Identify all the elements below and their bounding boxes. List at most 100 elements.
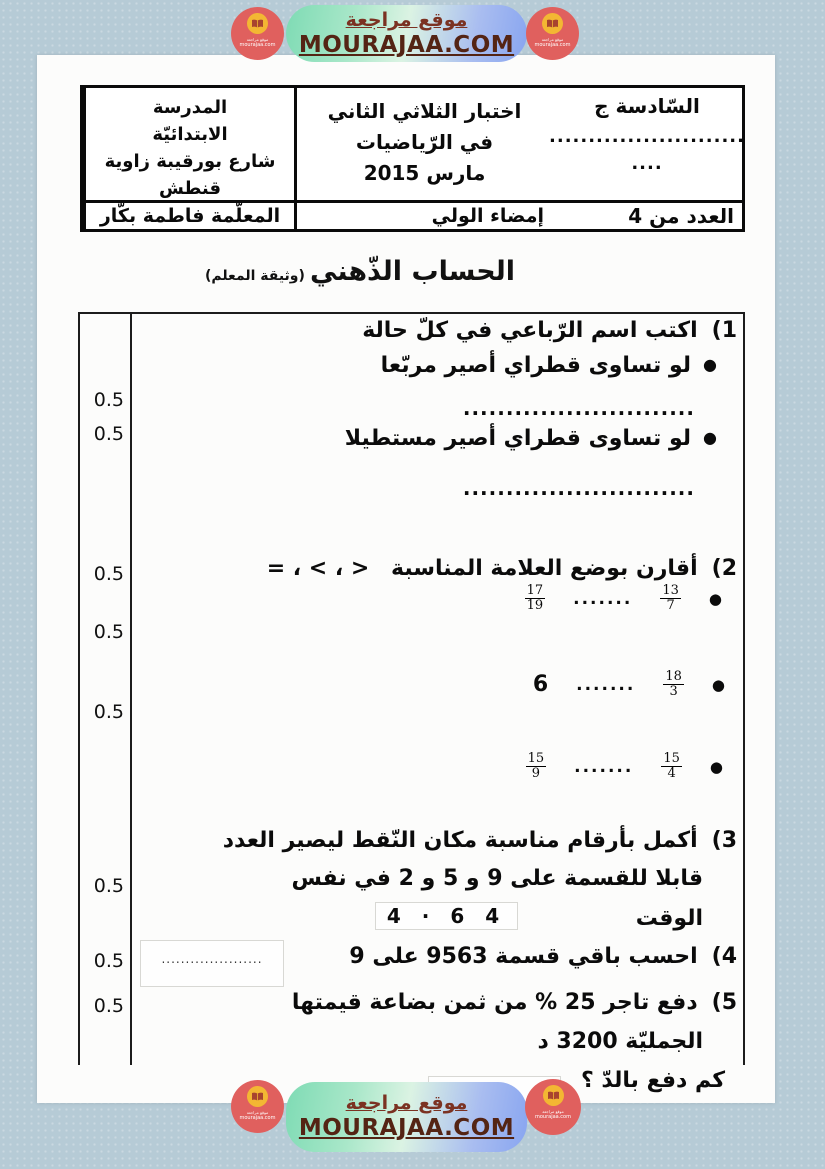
score-badge: 0.5 (93, 423, 124, 445)
site-domain-link[interactable]: MOURAJAA.COM (298, 1115, 515, 1142)
exam-title-line1: اختبار الثلاثي الثاني (327, 99, 522, 123)
question-2-text: أقارن بوضع العلامة المناسبة (391, 556, 698, 581)
logo-text-ar: موقع مراجعة (542, 1109, 564, 1114)
score-badge: 0.5 (93, 701, 124, 723)
section-title: الحساب الذّهني (وثيقة المعلم) (150, 256, 570, 287)
site-banner-top[interactable]: موقع مراجعة MOURAJAA.COM (286, 5, 527, 62)
bullet-icon: ● (703, 428, 717, 447)
comparison-row-1: ● 13 7 ....... 17 19 (524, 583, 722, 614)
question-5-line3: كم دفع بالدّ ؟ (581, 1068, 725, 1093)
school-cell: المدرسة الابتدائيّة شارع بورقيبة زاوية ق… (83, 88, 294, 203)
question-1-bullet-1: ● لو تساوى قطراي أصير مربّعا (381, 353, 717, 378)
fraction-15-4: 15 4 (661, 751, 682, 782)
answer-dots: ..................... (161, 951, 263, 966)
class-name: السّادسة ج (594, 94, 700, 118)
question-3-answer-box[interactable]: 4 · 6 4 (375, 902, 518, 930)
logo-text-domain: mourajaa.com (534, 42, 571, 49)
answer-dots: ....... (574, 756, 634, 777)
comparison-row-2: ● 18 3 ....... 6 (532, 669, 725, 700)
site-name-arabic: موقع مراجعة (345, 1092, 468, 1115)
site-domain-link[interactable]: MOURAJAA.COM (298, 31, 515, 58)
fraction-17-19: 17 19 (524, 583, 546, 614)
question-4-answer-box[interactable]: ..................... (140, 940, 284, 987)
score-column-divider (130, 312, 132, 1065)
school-line2: الابتدائيّة (152, 124, 228, 145)
score-badge: 0.5 (93, 950, 124, 972)
answer-dotted-line: ........................... (462, 396, 695, 420)
question-2-number: 2) (711, 556, 737, 581)
question-4-number: 4) (711, 944, 737, 969)
student-name-dotted-line: ......................... (549, 126, 745, 147)
site-logo-bottom-right[interactable]: موقع مراجعة mourajaa.com (525, 1079, 581, 1135)
question-1-text: اكتب اسم الرّباعي في كلّ حالة (362, 318, 698, 343)
question-1: 1) اكتب اسم الرّباعي في كلّ حالة (362, 318, 737, 343)
comparison-row-3: ● 15 4 ....... 15 9 (525, 751, 723, 782)
logo-text-ar: موقع مراجعة (541, 37, 564, 42)
question-5-line1: دفع تاجر 25 % من ثمن بضاعة قيمتها (291, 990, 698, 1015)
score-badge: 0.5 (93, 389, 124, 411)
site-logo-top-left[interactable]: موقع مراجعة mourajaa.com (231, 7, 284, 60)
book-icon (542, 1085, 564, 1106)
score-badge: 0.5 (93, 995, 124, 1017)
score-badge: 0.5 (93, 563, 124, 585)
site-logo-top-right[interactable]: موقع مراجعة mourajaa.com (526, 7, 579, 60)
answer-dots: ....... (573, 588, 633, 609)
logo-text-ar: موقع مراجعة (246, 37, 269, 42)
question-3-digits: 4 · 6 4 (386, 904, 507, 928)
score-badge: 0.5 (93, 621, 124, 643)
class-cell: السّادسة ج ......................... ...… (549, 88, 745, 203)
bullet-1-text: لو تساوى قطراي أصير مربّعا (380, 353, 692, 378)
book-icon (247, 1086, 268, 1107)
question-1-bullet-2: ● لو تساوى قطراي أصير مستطيلا (345, 426, 717, 451)
logo-text-domain: mourajaa.com (239, 1115, 276, 1122)
questions-frame (78, 312, 745, 1065)
question-3-line3: الوقت (635, 906, 703, 931)
question-4: 4) احسب باقي قسمة 9563 على 9 (349, 944, 737, 969)
parent-signature-cell: إمضاء الولي (294, 203, 552, 229)
question-1-number: 1) (711, 318, 737, 343)
question-5: 5) دفع تاجر 25 % من ثمن بضاعة قيمتها (292, 990, 737, 1015)
question-3-line1: أكمل بأرقام مناسبة مكان النّقط ليصير الع… (222, 828, 698, 853)
fraction-13-7: 13 7 (660, 583, 681, 614)
bullet-icon: ● (708, 589, 722, 608)
logo-text-domain: mourajaa.com (239, 42, 276, 49)
comparison-symbols: = ، < ، > (266, 556, 370, 581)
section-title-main: الحساب الذّهني (310, 256, 516, 287)
answer-dotted-line: ........................... (462, 476, 695, 500)
school-line3: شارع بورقيبة زاوية (104, 151, 276, 172)
question-3: 3) أكمل بأرقام مناسبة مكان النّقط ليصير ا… (223, 828, 737, 853)
score-badge: 0.5 (93, 875, 124, 897)
exam-title-line2: في الرّياضيات (355, 130, 494, 154)
section-title-sub: (وثيقة المعلم) (204, 268, 305, 284)
question-3-number: 3) (711, 828, 737, 853)
bullet-icon: ● (709, 757, 723, 776)
bullet-icon: ● (703, 355, 717, 374)
question-4-text: احسب باقي قسمة 9563 على 9 (349, 944, 698, 969)
fraction-15-9: 15 9 (525, 751, 547, 782)
site-logo-bottom-left[interactable]: موقع مراجعة mourajaa.com (231, 1080, 284, 1133)
book-icon (542, 13, 563, 34)
exam-header-table: السّادسة ج ......................... ...… (80, 85, 745, 232)
question-5-line2: الجمليّة 3200 د (537, 1029, 703, 1054)
exam-date: مارس 2015 (363, 161, 486, 185)
teacher-name-cell: المعلّمة فاطمة بكّار (83, 203, 294, 229)
exam-title-cell: اختبار الثلاثي الثاني في الرّياضيات مارس… (294, 88, 552, 203)
short-dotted-line: .... (631, 153, 663, 174)
question-2: 2) أقارن بوضع العلامة المناسبة = ، < ، > (267, 556, 737, 581)
bullet-2-text: لو تساوى قطراي أصير مستطيلا (344, 426, 692, 451)
site-banner-bottom[interactable]: موقع مراجعة MOURAJAA.COM (286, 1082, 527, 1152)
answer-dots: ....... (576, 674, 636, 695)
question-3-line2: قابلا للقسمة على 9 و 5 و 2 في نفس (291, 866, 703, 891)
site-name-arabic: موقع مراجعة (345, 8, 468, 31)
bullet-icon: ● (711, 675, 725, 694)
question-5-number: 5) (711, 990, 737, 1015)
fraction-18-3: 18 3 (663, 669, 684, 700)
total-score-cell: العدد من 4 (628, 204, 734, 228)
number-6: 6 (532, 672, 549, 698)
school-line1: المدرسة (152, 97, 228, 118)
school-line4: قنطش (158, 178, 222, 199)
logo-text-domain: mourajaa.com (534, 1114, 571, 1121)
logo-text-ar: موقع مراجعة (246, 1110, 269, 1115)
book-icon (247, 13, 268, 34)
